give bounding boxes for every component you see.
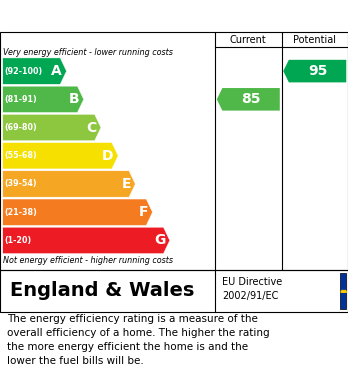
Text: Not energy efficient - higher running costs: Not energy efficient - higher running co… bbox=[3, 256, 174, 265]
Text: (39-54): (39-54) bbox=[5, 179, 37, 188]
Text: (21-38): (21-38) bbox=[5, 208, 37, 217]
Text: 95: 95 bbox=[308, 64, 327, 78]
Text: Energy Efficiency Rating: Energy Efficiency Rating bbox=[10, 9, 232, 23]
Text: E: E bbox=[121, 177, 131, 191]
Text: (69-80): (69-80) bbox=[5, 123, 37, 132]
Text: Current: Current bbox=[230, 35, 267, 45]
Text: C: C bbox=[86, 120, 96, 135]
Text: D: D bbox=[102, 149, 114, 163]
Polygon shape bbox=[217, 88, 280, 111]
Text: Potential: Potential bbox=[293, 35, 336, 45]
Polygon shape bbox=[3, 171, 135, 197]
Polygon shape bbox=[3, 143, 118, 169]
Text: 85: 85 bbox=[241, 92, 261, 106]
Text: A: A bbox=[52, 64, 62, 78]
Text: (55-68): (55-68) bbox=[5, 151, 37, 160]
Polygon shape bbox=[3, 86, 84, 113]
Text: The energy efficiency rating is a measure of the
overall efficiency of a home. T: The energy efficiency rating is a measur… bbox=[7, 314, 270, 366]
Text: (1-20): (1-20) bbox=[5, 236, 32, 245]
Bar bbox=[340, 273, 346, 310]
Text: G: G bbox=[154, 233, 165, 248]
Text: (81-91): (81-91) bbox=[5, 95, 37, 104]
Text: Very energy efficient - lower running costs: Very energy efficient - lower running co… bbox=[3, 48, 173, 57]
Text: (92-100): (92-100) bbox=[5, 66, 43, 75]
Text: EU Directive
2002/91/EC: EU Directive 2002/91/EC bbox=[222, 277, 282, 301]
Polygon shape bbox=[283, 60, 346, 83]
Polygon shape bbox=[3, 115, 101, 141]
Polygon shape bbox=[3, 227, 170, 254]
Polygon shape bbox=[3, 199, 152, 225]
Polygon shape bbox=[3, 58, 66, 84]
Text: F: F bbox=[139, 205, 148, 219]
Text: England & Wales: England & Wales bbox=[10, 282, 195, 301]
Text: B: B bbox=[69, 92, 79, 106]
